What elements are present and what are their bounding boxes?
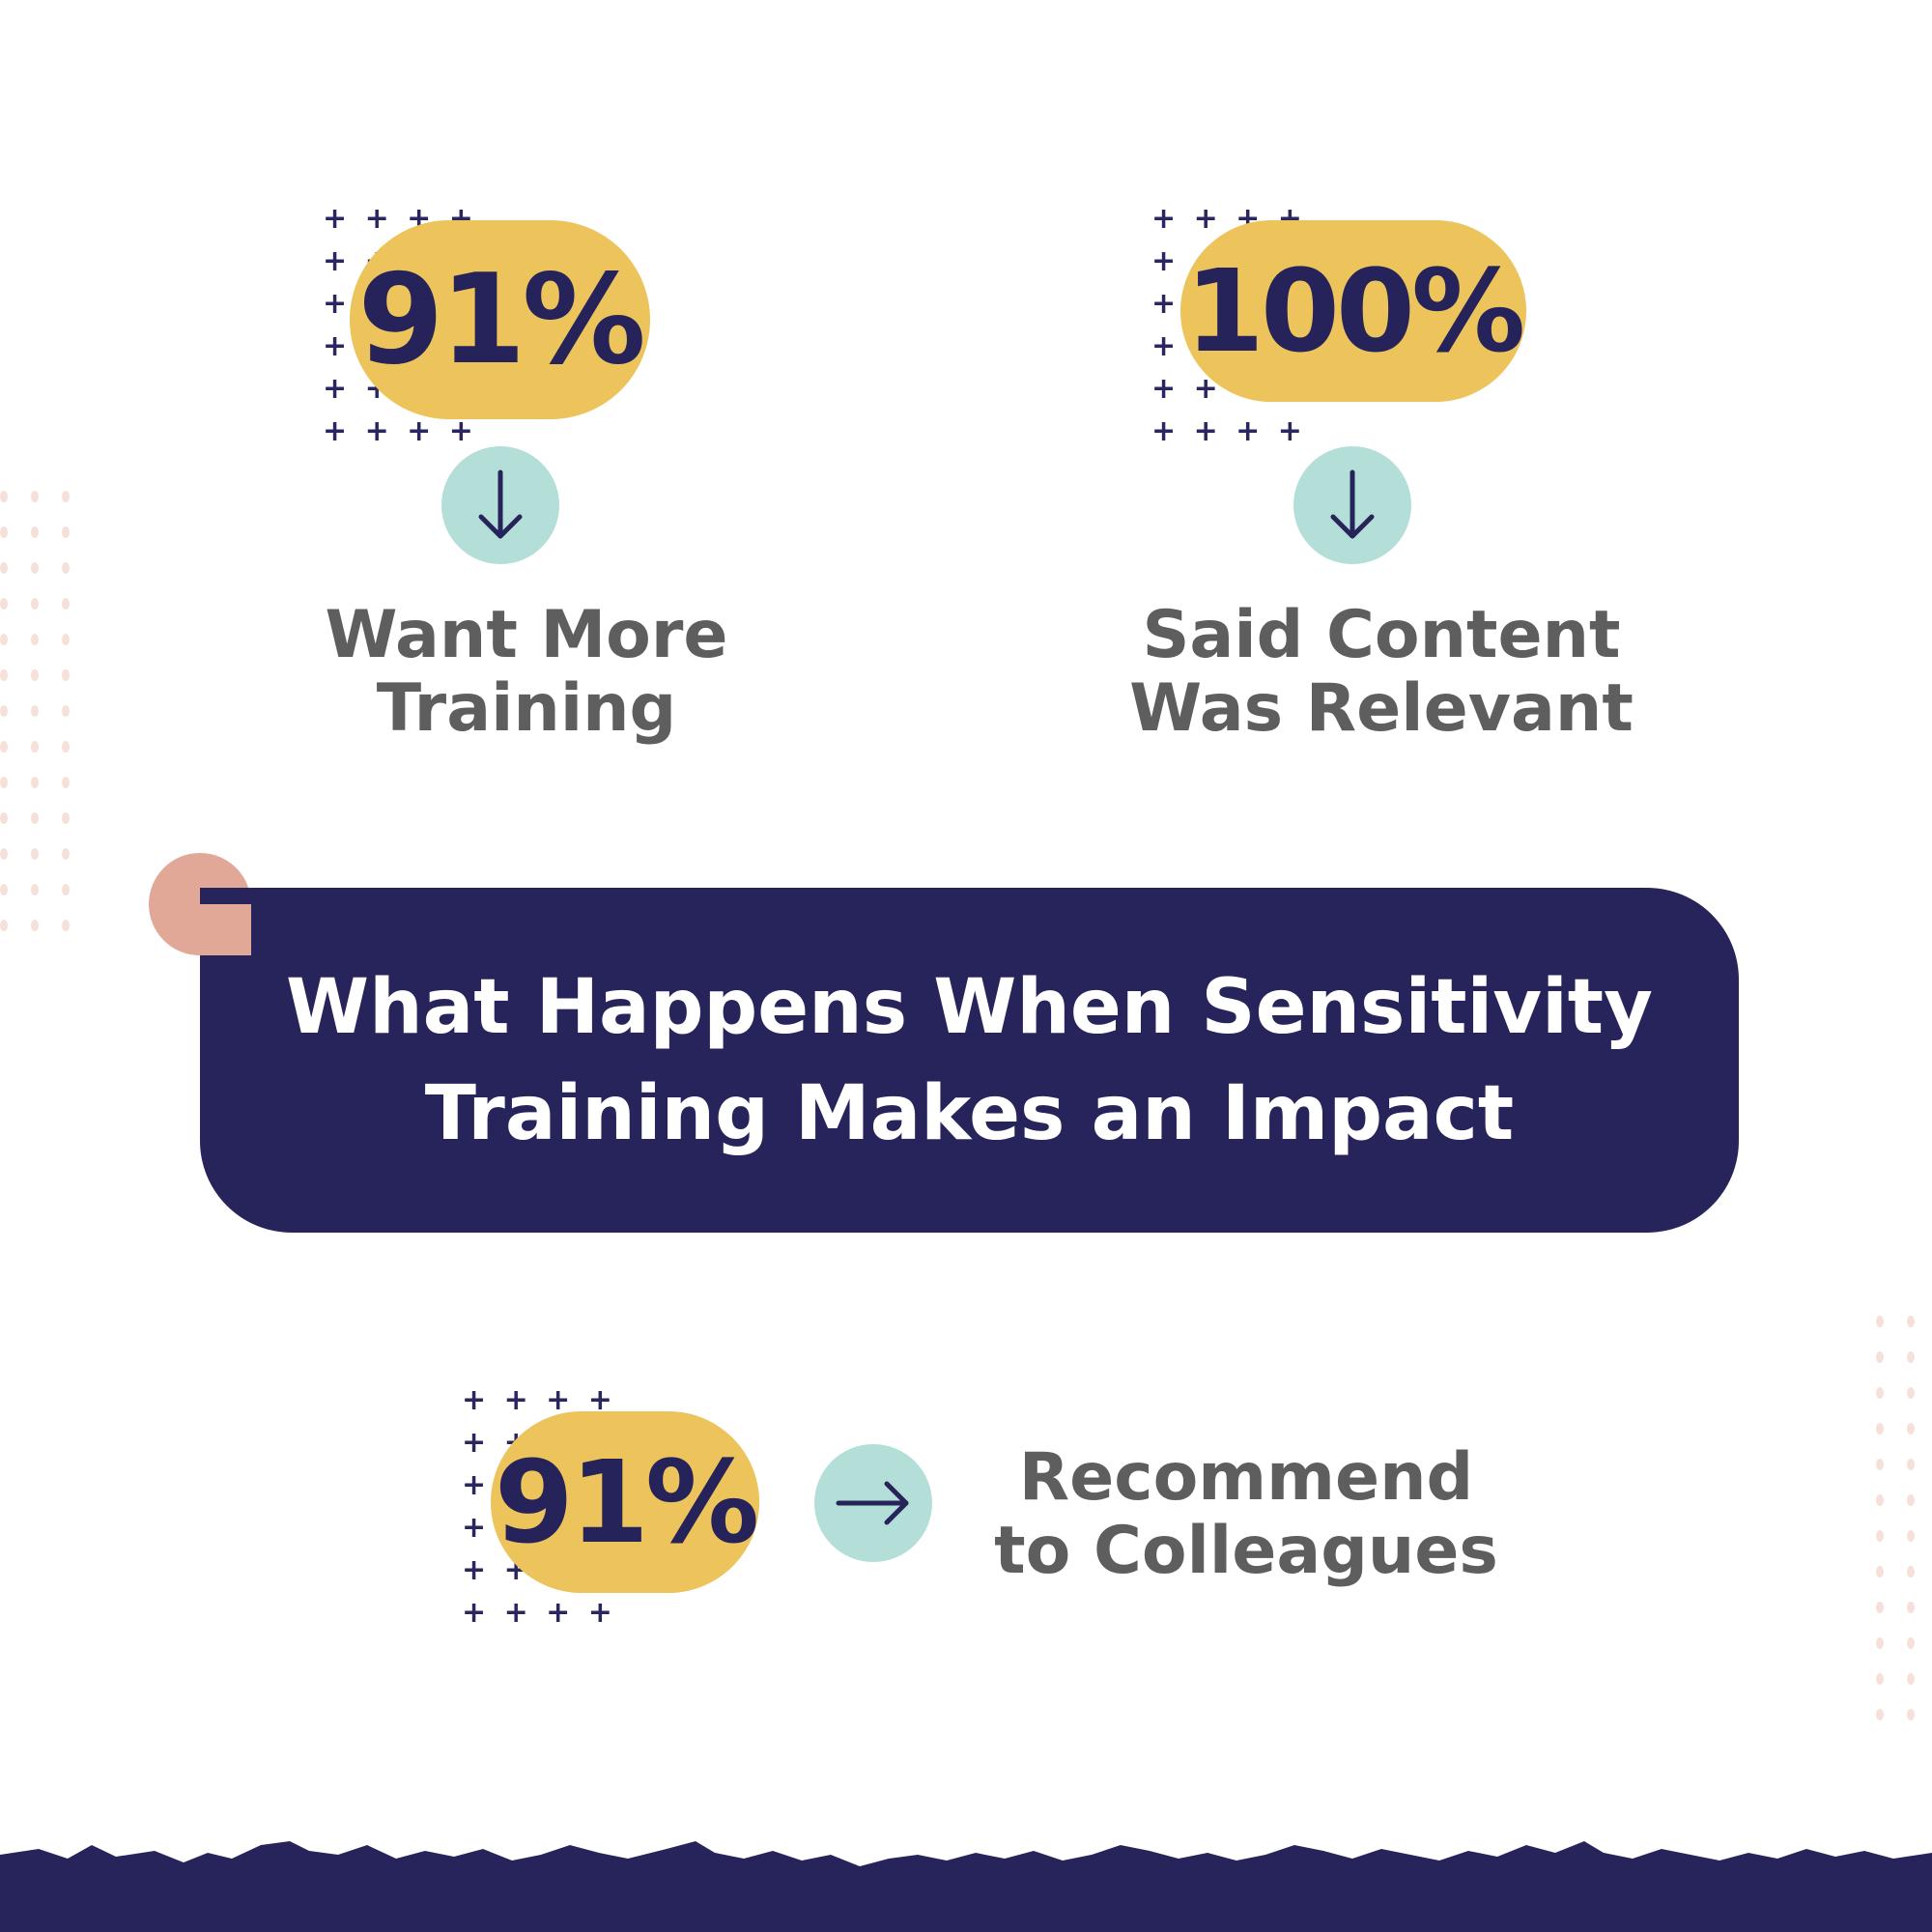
decorative-dot <box>31 848 39 860</box>
plus-grid-decoration: + + + + + + + + + + + + + + <box>1151 202 1306 448</box>
decorative-dot <box>62 812 70 824</box>
decorative-dot <box>62 741 70 753</box>
decorative-dot <box>1876 1673 1884 1685</box>
decorative-dot <box>31 598 39 610</box>
stat-label-line: Recommend <box>1018 1439 1474 1516</box>
decorative-dot <box>62 920 70 931</box>
stat-value-pill: 91% <box>350 220 650 419</box>
stat-value: 91% <box>494 1435 759 1569</box>
decorative-dot <box>62 634 70 645</box>
decorative-dot <box>31 777 39 788</box>
stat-label-line: Training <box>376 670 677 747</box>
stat-label: Said Content Was Relevant <box>1092 599 1671 746</box>
stat-label: Want More Training <box>290 599 763 746</box>
arrow-down-icon <box>1330 469 1375 539</box>
decorative-dot <box>0 562 8 574</box>
decorative-dot <box>62 848 70 860</box>
bottom-brush-band <box>0 1841 1932 1932</box>
decorative-dot <box>1876 1459 1884 1470</box>
arrow-right-icon <box>836 1481 909 1525</box>
decorative-dot <box>0 812 8 824</box>
decorative-dot <box>0 920 8 931</box>
page-title: What Happens When Sensitivity Training M… <box>286 963 1653 1157</box>
decorative-dot <box>0 634 8 645</box>
decorative-dot <box>1907 1316 1915 1327</box>
stat-label-line: Want More <box>325 597 728 673</box>
decorative-dot <box>31 491 39 502</box>
decorative-dot <box>0 598 8 610</box>
decorative-dot <box>1876 1709 1884 1720</box>
stat-value-pill: 100% <box>1180 220 1526 402</box>
plus-grid-decoration: + + + + + + + + + + + + + + <box>462 1383 616 1630</box>
decorative-dot <box>1876 1423 1884 1435</box>
decorative-dot <box>1876 1566 1884 1577</box>
decorative-dot <box>1907 1602 1915 1613</box>
decorative-dot <box>1907 1351 1915 1363</box>
title-banner: What Happens When Sensitivity Training M… <box>200 888 1739 1233</box>
decorative-dot <box>31 562 39 574</box>
decorative-dot <box>62 598 70 610</box>
stat-label-line: Was Relevant <box>1129 670 1634 747</box>
decorative-dot <box>62 884 70 895</box>
stat-value: 91% <box>357 247 645 392</box>
decorative-dot <box>1907 1709 1915 1720</box>
decorative-dot <box>0 526 8 538</box>
decorative-dot <box>62 562 70 574</box>
decorative-dot <box>1876 1602 1884 1613</box>
stat-value-pill: 91% <box>491 1411 759 1593</box>
arrow-circle <box>1293 446 1411 564</box>
decorative-dot <box>1907 1387 1915 1399</box>
arrow-down-icon <box>478 469 523 539</box>
stat-value: 100% <box>1184 244 1526 378</box>
decorative-dot <box>0 669 8 681</box>
decorative-dot <box>62 705 70 717</box>
decorative-dot <box>1907 1423 1915 1435</box>
decorative-dot <box>0 848 8 860</box>
decorative-dot <box>1876 1351 1884 1363</box>
decorative-dot <box>62 491 70 502</box>
decorative-dot <box>1876 1530 1884 1542</box>
decorative-dot <box>31 884 39 895</box>
stat-label-line: to Colleagues <box>994 1513 1498 1589</box>
decorative-dot <box>62 669 70 681</box>
decorative-dot <box>0 884 8 895</box>
decorative-dot <box>0 491 8 502</box>
decorative-dot <box>1876 1637 1884 1649</box>
decorative-dot <box>31 741 39 753</box>
decorative-dot <box>1876 1316 1884 1327</box>
stat-label-line: Said Content <box>1142 597 1621 673</box>
stat-label: Recommend to Colleagues <box>976 1441 1517 1588</box>
decorative-dot <box>1907 1637 1915 1649</box>
decorative-dot <box>31 705 39 717</box>
decorative-dot <box>1907 1459 1915 1470</box>
decorative-dot <box>0 777 8 788</box>
decorative-dot <box>31 812 39 824</box>
arrow-circle <box>441 446 559 564</box>
decorative-dot <box>1876 1387 1884 1399</box>
decorative-dot <box>1876 1494 1884 1506</box>
decorative-dot <box>0 741 8 753</box>
decorative-dot <box>1907 1530 1915 1542</box>
decorative-dot <box>31 526 39 538</box>
decorative-dot <box>31 920 39 931</box>
decorative-dot <box>62 777 70 788</box>
decorative-dot <box>0 705 8 717</box>
decorative-dot <box>31 634 39 645</box>
arrow-circle <box>814 1444 932 1562</box>
decorative-dot <box>62 526 70 538</box>
decorative-dot <box>31 669 39 681</box>
decorative-dot <box>1907 1566 1915 1577</box>
decorative-dot <box>1907 1673 1915 1685</box>
banner-accent-corner <box>200 904 251 955</box>
decorative-dot <box>1907 1494 1915 1506</box>
